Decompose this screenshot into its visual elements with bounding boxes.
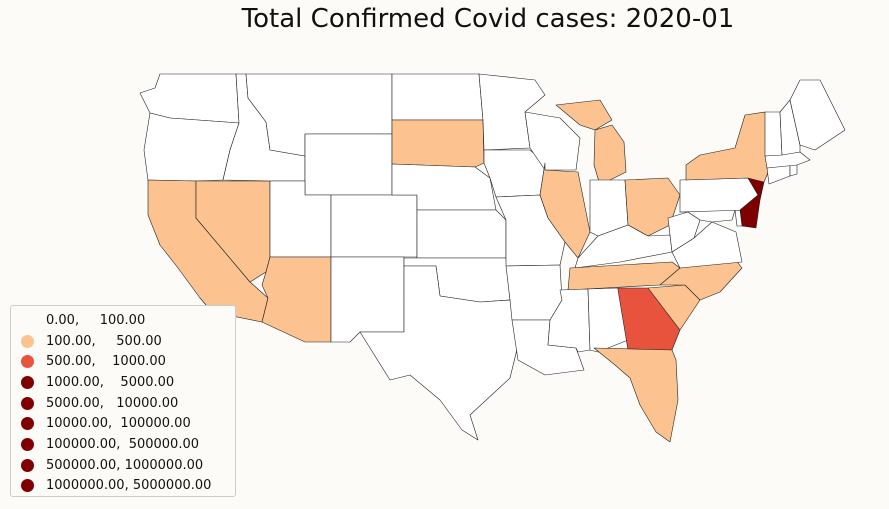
state-colorado (330, 194, 418, 258)
state-north-dakota (391, 73, 484, 121)
legend-label: 100000.00, 500000.00 (46, 436, 199, 452)
legend-label: 500000.00, 1000000.00 (46, 457, 204, 473)
legend-item: 500.00, 1000.00 (21, 351, 235, 372)
legend-swatch (21, 417, 34, 431)
legend-label: 1000.00, 5000.00 (46, 374, 175, 390)
state-illinois (539, 162, 591, 259)
legend-swatch (21, 396, 34, 410)
legend-label: 5000.00, 10000.00 (46, 395, 179, 411)
legend-item: 0.00, 100.00 (21, 310, 235, 331)
legend-item: 100.00, 500.00 (21, 331, 235, 352)
legend-label: 1000000.00, 5000000.00 (46, 478, 212, 494)
state-rhode-island (789, 164, 798, 177)
state-kansas (416, 209, 507, 259)
legend: 0.00, 100.00 100.00, 500.00 500.00, 1000.0… (10, 305, 236, 497)
state-alabama (587, 287, 629, 353)
legend-swatch (21, 479, 34, 493)
legend-swatch (21, 375, 34, 389)
legend-label: 10000.00, 100000.00 (46, 416, 191, 432)
legend-swatch (21, 437, 34, 451)
state-texas (359, 265, 519, 441)
legend-swatch (21, 334, 34, 348)
legend-swatch (21, 458, 34, 472)
legend-swatch (21, 355, 34, 369)
state-new-jersey (739, 177, 765, 229)
legend-swatch (21, 313, 34, 327)
state-michigan (555, 99, 627, 186)
state-new-york (685, 111, 771, 183)
state-arkansas (505, 264, 563, 321)
state-new-hampshire (779, 99, 801, 156)
legend-label: 100.00, 500.00 (46, 333, 162, 349)
legend-item: 1000.00, 5000.00 (21, 372, 235, 393)
legend-item: 1000000.00, 5000000.00 (21, 476, 235, 497)
state-maine (789, 79, 846, 151)
state-south-dakota (391, 119, 485, 168)
state-new-mexico (330, 256, 405, 343)
legend-item: 100000.00, 500000.00 (21, 434, 235, 455)
state-wisconsin (524, 111, 581, 171)
legend-label: 500.00, 1000.00 (46, 354, 166, 370)
state-vermont (764, 111, 783, 157)
state-wyoming (304, 133, 393, 196)
state-florida (593, 347, 679, 443)
legend-label: 0.00, 100.00 (46, 312, 146, 328)
legend-item: 5000.00, 10000.00 (21, 393, 235, 414)
map-title: Total Confirmed Covid cases: 2020-01 (241, 4, 735, 34)
state-arizona (261, 256, 332, 343)
legend-item: 10000.00, 100000.00 (21, 413, 235, 434)
state-oregon (143, 112, 240, 182)
legend-item: 500000.00, 1000000.00 (21, 455, 235, 476)
